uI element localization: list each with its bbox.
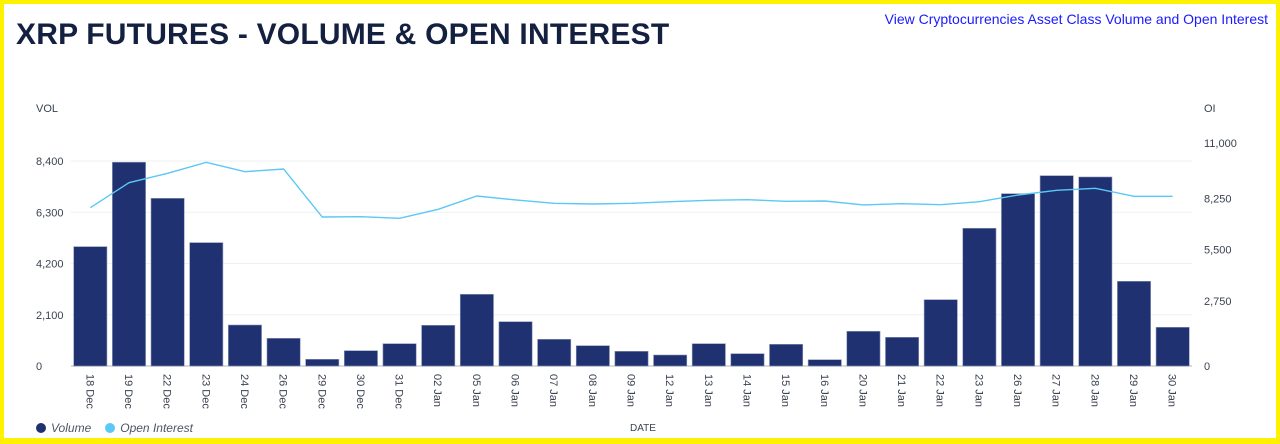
volume-bar[interactable]	[498, 321, 533, 367]
volume-bar[interactable]	[1078, 176, 1113, 367]
asset-class-link[interactable]: View Cryptocurrencies Asset Class Volume…	[884, 11, 1268, 27]
y-tick-left: 8,400	[36, 156, 64, 168]
x-tick-label: 18 Dec	[83, 374, 95, 409]
x-tick-label: 21 Jan	[895, 374, 907, 407]
x-tick-label: 02 Jan	[431, 374, 443, 407]
y-tick-left: 2,100	[36, 310, 64, 322]
x-tick-label: 06 Jan	[509, 374, 521, 407]
x-tick-label: 07 Jan	[547, 374, 559, 407]
volume-bar[interactable]	[421, 324, 456, 367]
volume-bar[interactable]	[614, 351, 649, 367]
page-title: XRP FUTURES - VOLUME & OPEN INTEREST	[16, 18, 670, 51]
y-tick-left: 4,200	[36, 259, 64, 271]
volume-dot-icon	[36, 423, 46, 433]
volume-bar[interactable]	[691, 343, 726, 367]
x-tick-label: 16 Jan	[818, 374, 830, 407]
x-tick-label: 23 Jan	[972, 374, 984, 407]
x-tick-label: 23 Dec	[199, 374, 211, 409]
volume-bar[interactable]	[1039, 175, 1074, 367]
x-tick-label: 30 Jan	[1166, 374, 1178, 407]
volume-bar[interactable]	[885, 336, 920, 367]
volume-bar[interactable]	[846, 330, 881, 367]
legend-volume-label: Volume	[51, 421, 92, 435]
x-tick-label: 20 Jan	[856, 374, 868, 407]
volume-bar[interactable]	[537, 339, 572, 367]
y-tick-right: 11,000	[1204, 138, 1237, 150]
volume-bar[interactable]	[189, 242, 224, 367]
volume-bar[interactable]	[266, 338, 301, 367]
x-tick-label: 30 Dec	[354, 374, 366, 409]
x-tick-label: 27 Jan	[1050, 374, 1062, 407]
x-tick-label: 29 Jan	[1127, 374, 1139, 407]
x-tick-label: 29 Dec	[315, 374, 327, 409]
y-tick-left: 0	[36, 361, 42, 373]
y-axis-right-title: OI	[1204, 103, 1216, 115]
y-tick-right: 0	[1204, 361, 1210, 373]
legend-open-interest[interactable]: Open Interest	[105, 421, 193, 435]
chart-legend: Volume Open Interest	[36, 421, 193, 435]
x-axis-title: DATE	[630, 423, 656, 434]
y-axis-left-title: VOL	[36, 103, 58, 115]
x-tick-label: 09 Jan	[625, 374, 637, 407]
x-tick-label: 08 Jan	[586, 374, 598, 407]
volume-bar[interactable]	[923, 299, 958, 367]
volume-bar[interactable]	[1001, 193, 1035, 367]
volume-bar[interactable]	[112, 161, 146, 367]
x-tick-label: 31 Dec	[393, 374, 405, 409]
x-tick-label: 26 Jan	[1011, 374, 1023, 407]
legend-open-interest-label: Open Interest	[120, 421, 193, 435]
x-tick-label: 19 Dec	[122, 374, 134, 409]
x-tick-label: 26 Dec	[277, 374, 289, 409]
volume-bar[interactable]	[150, 198, 185, 367]
volume-bar[interactable]	[73, 246, 108, 367]
x-tick-label: 15 Jan	[779, 374, 791, 407]
x-tick-label: 12 Jan	[663, 374, 675, 407]
open-interest-line[interactable]	[89, 161, 1173, 220]
volume-bar[interactable]	[575, 345, 610, 367]
x-tick-label: 05 Jan	[470, 374, 482, 407]
volume-bar[interactable]	[382, 343, 417, 367]
x-tick-label: 22 Dec	[161, 374, 173, 409]
volume-bar[interactable]	[653, 354, 688, 367]
volume-bar[interactable]	[1117, 280, 1151, 367]
open-interest-dot-icon	[105, 423, 116, 433]
volume-bar[interactable]	[459, 293, 494, 367]
x-tick-label: 22 Jan	[934, 374, 946, 407]
volume-bar[interactable]	[1155, 326, 1190, 367]
y-tick-left: 6,300	[36, 207, 64, 219]
x-tick-label: 13 Jan	[702, 374, 714, 407]
legend-volume[interactable]: Volume	[36, 421, 91, 435]
x-tick-label: 28 Jan	[1088, 374, 1100, 407]
volume-bar[interactable]	[730, 353, 765, 367]
volume-bar[interactable]	[343, 350, 378, 367]
volume-bar[interactable]	[807, 359, 842, 367]
volume-bar[interactable]	[305, 358, 340, 367]
volume-bar[interactable]	[962, 227, 997, 367]
volume-bar[interactable]	[769, 344, 804, 367]
y-tick-right: 8,250	[1204, 193, 1232, 205]
x-tick-label: 24 Dec	[238, 374, 250, 409]
x-tick-label: 14 Jan	[740, 374, 752, 407]
y-tick-right: 2,750	[1204, 296, 1232, 308]
y-tick-right: 5,500	[1204, 245, 1232, 257]
volume-bar[interactable]	[228, 324, 262, 367]
